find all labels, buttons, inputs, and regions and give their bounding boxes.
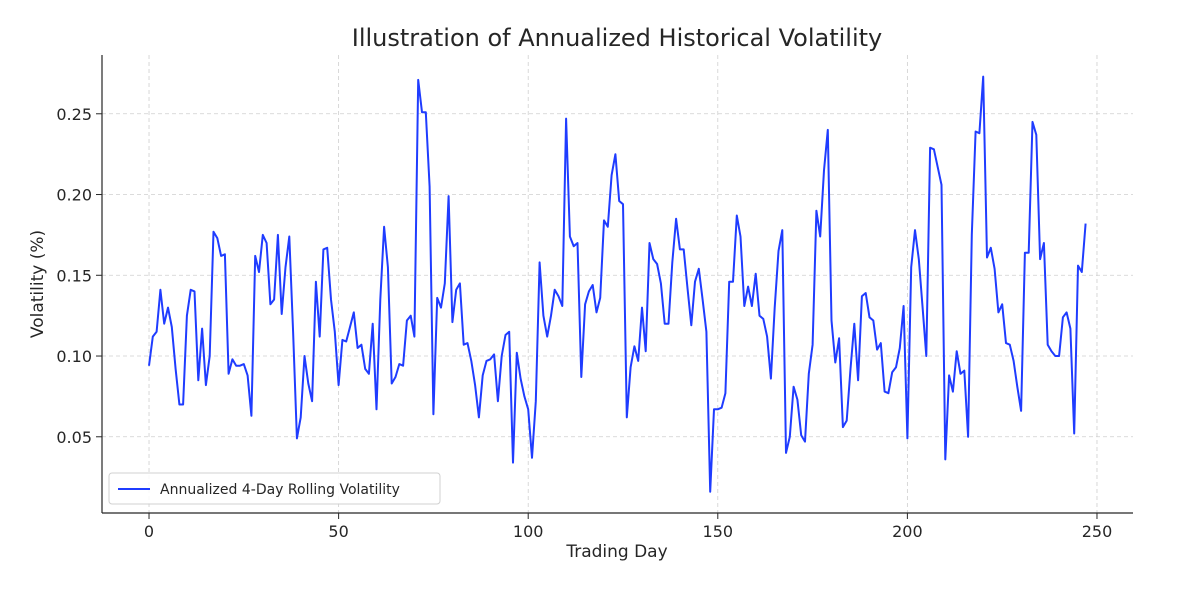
y-tick-label: 0.05 (56, 428, 92, 447)
y-tick-label: 0.10 (56, 347, 92, 366)
x-tick-label: 250 (1082, 522, 1113, 541)
y-tick-label: 0.25 (56, 105, 92, 124)
x-tick-label: 200 (892, 522, 923, 541)
y-tick-label: 0.20 (56, 186, 92, 205)
series (148, 75, 1087, 493)
axes (101, 55, 1133, 514)
x-tick-label: 150 (703, 522, 734, 541)
ticks: 0 50 100 150 200 250 0.05 0.10 0.15 0.20 0.25 (56, 105, 1112, 541)
legend-label: Annualized 4-Day Rolling Volatility (160, 482, 400, 498)
y-tick-label: 0.15 (56, 266, 92, 285)
x-tick-label: 100 (513, 522, 544, 541)
grid (102, 55, 1133, 513)
y-axis-label: Volatility (%) (28, 230, 48, 338)
x-tick-label: 0 (144, 522, 154, 541)
legend: Annualized 4-Day Rolling Volatility (108, 472, 441, 505)
legend-box (108, 472, 441, 505)
volatility-line (148, 75, 1087, 493)
x-tick-label: 50 (328, 522, 348, 541)
x-axis-label: Trading Day (565, 542, 667, 562)
chart-title: Illustration of Annualized Historical Vo… (352, 24, 882, 52)
